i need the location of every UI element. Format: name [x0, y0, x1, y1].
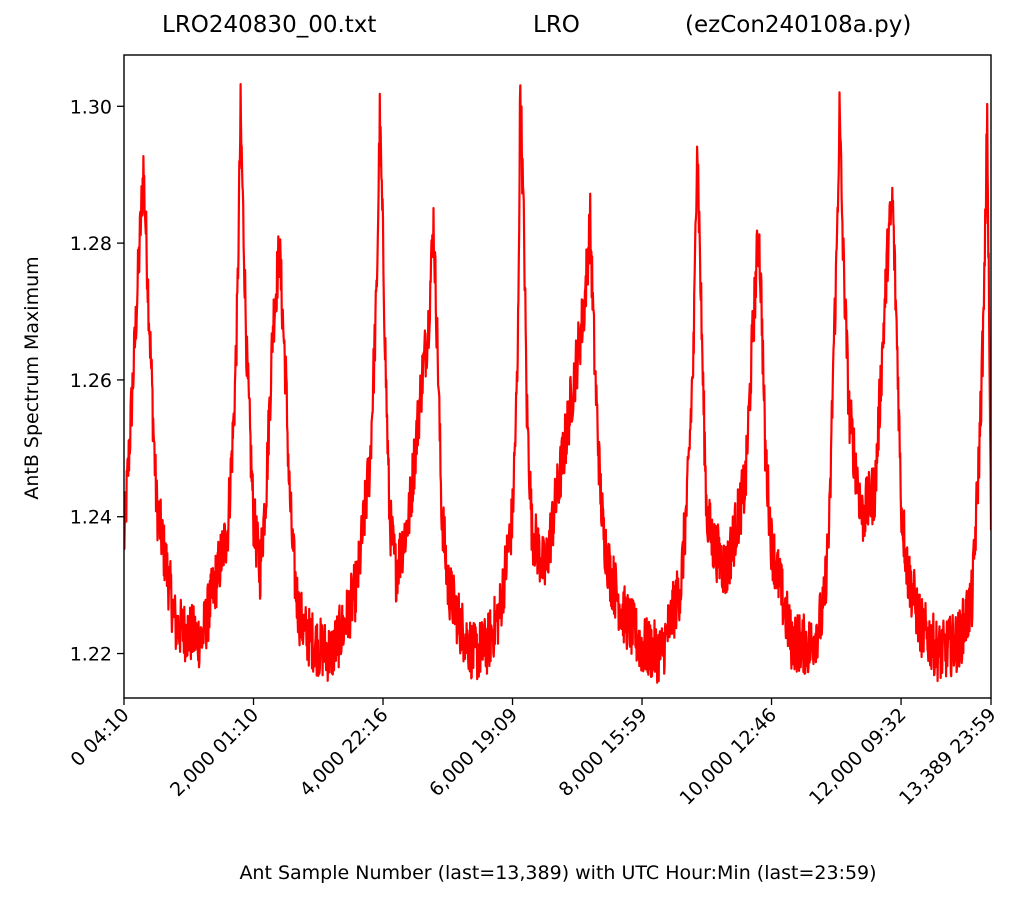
x-tick-label: 6,000 19:09: [425, 704, 522, 801]
y-tick-label: 1.22: [70, 644, 112, 666]
y-tick-label: 1.28: [70, 233, 112, 255]
axis-layer: 1.22 1.24 1.26 1.28 1.30 0 04:10 2,000 01:10 4,…: [66, 96, 1000, 809]
x-tick-label: 4,000 22:16: [296, 704, 393, 801]
chart-title-station: LRO: [533, 12, 580, 38]
series-line: [124, 83, 991, 684]
y-tick-label: 1.24: [70, 507, 112, 529]
x-tick-label: 8,000 15:59: [555, 704, 652, 801]
chart-title-program: (ezCon240108a.py): [685, 12, 912, 38]
y-tick-label: 1.30: [70, 96, 112, 118]
chart-title-filename: LRO240830_00.txt: [162, 12, 377, 38]
x-tick-label: 13,389 23:59: [895, 704, 1001, 810]
x-tick-label: 10,000 12:46: [676, 704, 782, 810]
series-layer: [124, 83, 991, 684]
plot-area-frame: [123, 54, 992, 699]
x-tick-label: 0 04:10: [66, 704, 133, 771]
y-tick-label: 1.26: [70, 370, 112, 392]
y-axis-label: AntB Spectrum Maximum: [21, 256, 43, 500]
x-tick-label: 2,000 01:10: [166, 704, 263, 801]
x-axis-label: Ant Sample Number (last=13,389) with UTC…: [239, 862, 877, 884]
